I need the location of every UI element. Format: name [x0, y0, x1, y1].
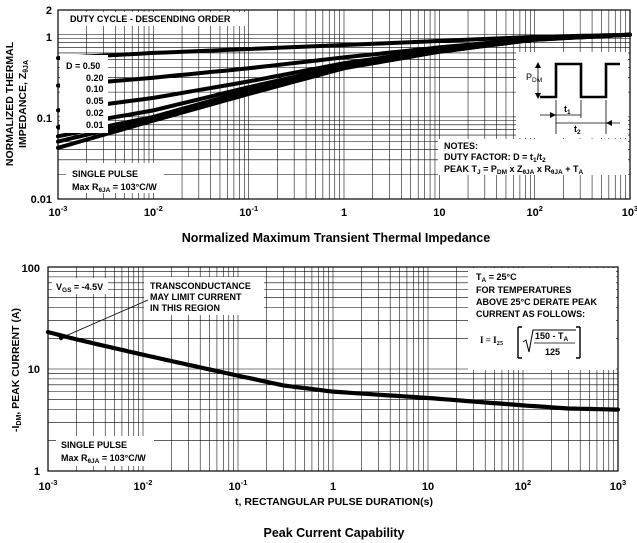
derate-line1: FOR TEMPERATURES — [476, 285, 571, 295]
c1-x-tick-label: 102 — [526, 204, 542, 219]
c2-max-r-label: Max RθJA = 103°C/W — [61, 453, 146, 465]
c1-series-6 — [56, 32, 632, 150]
duty-label-0.10: 0.10 — [86, 84, 104, 94]
peak-current-curves — [45, 330, 621, 412]
duty-label-0.50: D = 0.50 — [66, 61, 100, 71]
peak-current-plot-frame — [47, 266, 619, 472]
peak-current-chart: VGS = -4.5V TRANSCONDUCTANCE MAY LIMIT C… — [10, 263, 626, 540]
c1-x-tick-label: 103 — [622, 204, 637, 219]
duty-labels-bg — [60, 55, 108, 133]
duty-label-0.02: 0.02 — [86, 108, 104, 118]
pdm-arrow-down — [535, 93, 541, 99]
c2-x-tick-label: 10-1 — [229, 478, 248, 493]
pulse-waveform-diagram: PDM t1 t2 — [516, 52, 628, 138]
pulse-pdm-label: PDM — [526, 72, 542, 84]
derate-box-bg — [468, 268, 616, 370]
notes-bg — [438, 139, 628, 175]
c2-series-0 — [45, 330, 621, 412]
derate-line3: CURRENT AS FOLLOWS: — [476, 309, 585, 319]
c2-x-tick-label: 10-2 — [134, 478, 153, 493]
c2-x-tick-label: 10 — [422, 481, 434, 493]
peak-current-title: Peak Current Capability — [263, 526, 404, 540]
formula-numerator: 150 - TA — [535, 331, 569, 343]
c1-max-r-label: Max RθJA = 103°C/W — [72, 182, 157, 194]
thermal-impedance-chart: DUTY CYCLE - DESCENDING ORDER D = 0.50 0… — [4, 5, 637, 245]
notes-duty-factor: DUTY FACTOR: D = t1/t2 — [444, 152, 546, 164]
formula-denominator: 125 — [545, 347, 560, 357]
thermal-impedance-title: Normalized Maximum Transient Thermal Imp… — [182, 231, 490, 245]
c2-x-tick-label: 1 — [330, 481, 336, 493]
c2-x-axis-label: t, RECTANGULAR PULSE DURATION(s) — [235, 496, 433, 508]
ta-label: TA = 25°C — [476, 272, 517, 284]
c2-x-tick-label: 10-3 — [39, 478, 58, 493]
c2-x-tick-label: 102 — [515, 478, 531, 493]
formula-sqrt-sign — [522, 329, 576, 353]
transconductance-line1: TRANSCONDUCTANCE — [150, 281, 251, 291]
derate-line2: ABOVE 25°C DERATE PEAK — [476, 297, 597, 307]
c1-x-tick-label: 10-3 — [49, 204, 68, 219]
t2-arrow — [606, 120, 612, 126]
c1-y-axis-label-line2: IMPEDANCE, ZθJA — [17, 60, 30, 148]
legend-title-bg — [64, 12, 247, 26]
c2-y-tick-1: 1 — [34, 466, 40, 478]
c1-y-tick-1: 1 — [46, 32, 52, 44]
c2-y-tick-10: 10 — [28, 364, 40, 376]
c1-y-tick-2: 2 — [46, 5, 52, 17]
duty-label-0.05: 0.05 — [86, 96, 104, 106]
c1-x-tick-label: 10 — [433, 207, 445, 219]
c2-single-pulse-bg — [56, 436, 154, 466]
transconductance-leader-dot — [58, 335, 64, 341]
c2-y-axis-label: -IDM, PEAK CURRENT (A) — [10, 308, 23, 432]
c1-single-pulse-bg — [66, 163, 164, 193]
pulse-t1-label: t1 — [564, 104, 571, 116]
c1-y-axis-label-line1: NORMALIZED THERMAL — [4, 41, 16, 166]
thermal-impedance-plot-frame — [57, 9, 631, 200]
formula-lhs: I = I25 — [480, 335, 504, 347]
t1-arrow — [550, 112, 556, 118]
formula-brackets — [517, 326, 581, 359]
c1-y-tick-0.01: 0.01 — [31, 194, 52, 206]
c2-y-tick-100: 100 — [22, 263, 40, 275]
pdm-arrow-up — [535, 62, 541, 68]
vgs-label: VGS = -4.5V — [56, 282, 103, 294]
c1-x-tick-label: 10-1 — [239, 204, 258, 219]
c1-x-tick-label: 10-2 — [144, 204, 163, 219]
peak-current-x-ticks: 10-3 10-2 10-1 1 10 102 103 — [39, 478, 627, 493]
transconductance-bg — [144, 277, 264, 315]
c2-single-pulse-label: SINGLE PULSE — [61, 440, 127, 450]
duty-label-0.01: 0.01 — [86, 120, 104, 130]
c2-x-tick-label: 103 — [610, 478, 626, 493]
transconductance-line2: MAY LIMIT CURRENT — [150, 292, 242, 302]
legend-title: DUTY CYCLE - DESCENDING ORDER — [70, 14, 231, 24]
duty-label-0.20: 0.20 — [86, 73, 104, 83]
c1-y-tick-0.1: 0.1 — [37, 113, 52, 125]
thermal-impedance-curves — [56, 32, 632, 150]
notes-peak-tj: PEAK TJ = PDM x ZθJA x RθJA + TA — [444, 164, 583, 176]
transconductance-line3: IN THIS REGION — [150, 303, 220, 313]
vgs-label-bg — [52, 278, 108, 294]
c1-single-pulse-label: SINGLE PULSE — [72, 169, 138, 179]
thermal-impedance-x-ticks: 10-3 10-2 10-1 1 10 102 103 — [49, 204, 637, 219]
pulse-t2-label: t2 — [574, 124, 581, 136]
transconductance-leader-line — [60, 299, 149, 339]
notes-title: NOTES: — [444, 141, 478, 151]
c1-x-tick-label: 1 — [341, 207, 347, 219]
pulse-waveform — [540, 62, 620, 99]
